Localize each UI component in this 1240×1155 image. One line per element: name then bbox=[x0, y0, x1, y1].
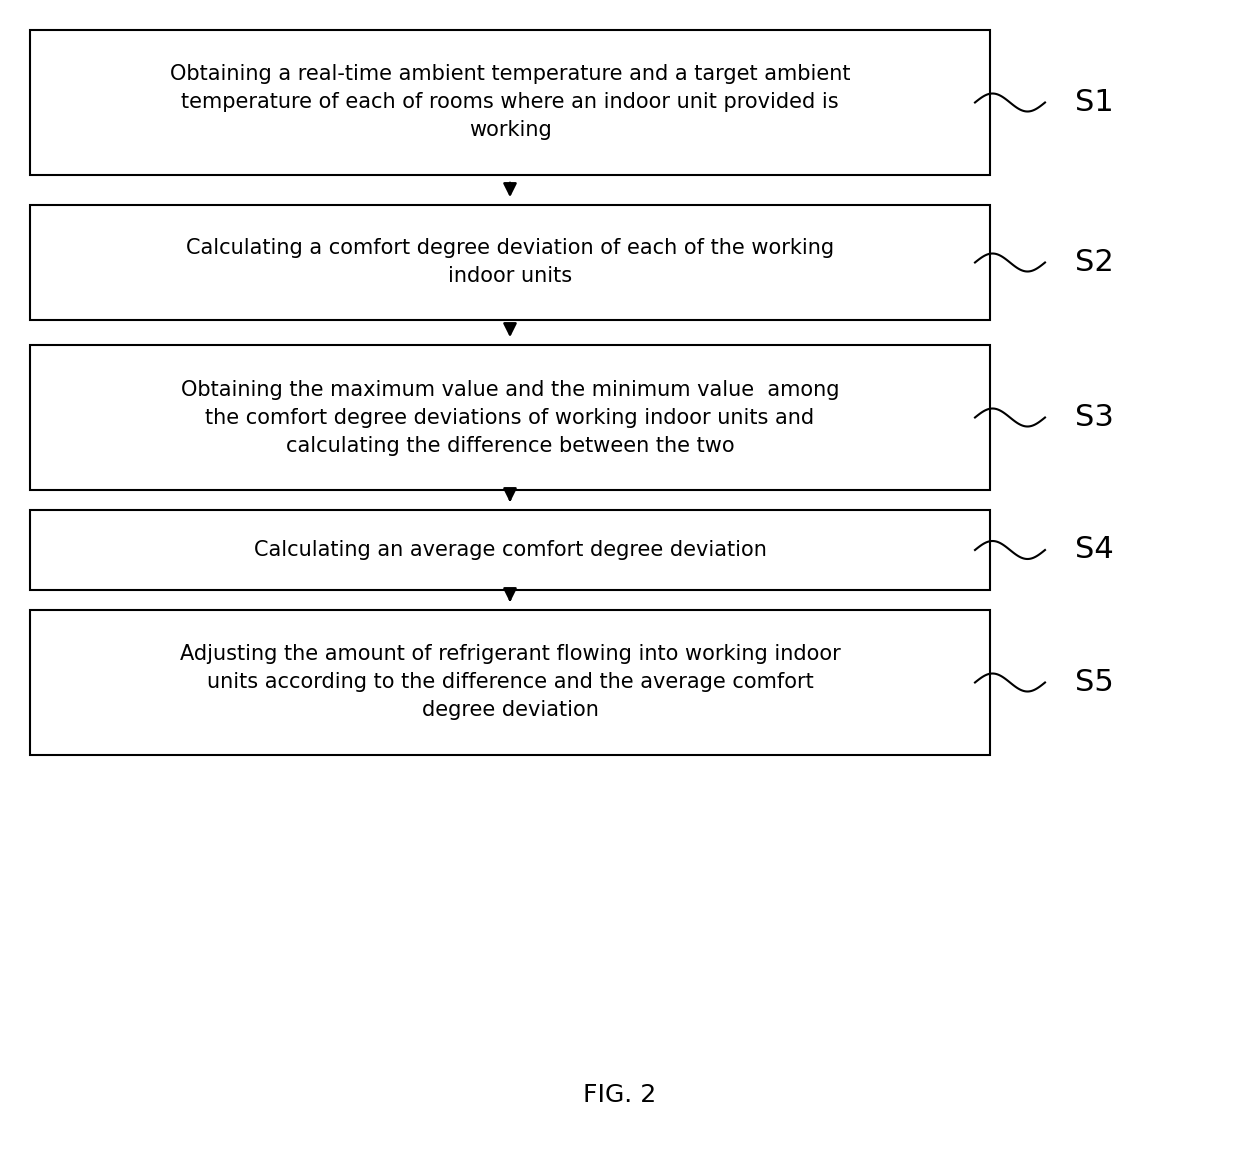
Text: S5: S5 bbox=[1075, 668, 1114, 696]
Text: S4: S4 bbox=[1075, 536, 1114, 565]
Bar bbox=[30, 204, 990, 320]
Text: Obtaining a real-time ambient temperature and a target ambient
temperature of ea: Obtaining a real-time ambient temperatur… bbox=[170, 65, 851, 141]
Text: S3: S3 bbox=[1075, 403, 1114, 432]
Text: Obtaining the maximum value and the minimum value  among
the comfort degree devi: Obtaining the maximum value and the mini… bbox=[181, 380, 839, 455]
Bar bbox=[30, 345, 990, 490]
Text: Calculating a comfort degree deviation of each of the working
indoor units: Calculating a comfort degree deviation o… bbox=[186, 238, 835, 286]
Text: S2: S2 bbox=[1075, 248, 1114, 277]
Text: Adjusting the amount of refrigerant flowing into working indoor
units according : Adjusting the amount of refrigerant flow… bbox=[180, 644, 841, 721]
Bar bbox=[30, 610, 990, 755]
Text: Calculating an average comfort degree deviation: Calculating an average comfort degree de… bbox=[253, 541, 766, 560]
Bar bbox=[30, 511, 990, 590]
Bar bbox=[30, 30, 990, 176]
Text: S1: S1 bbox=[1075, 88, 1114, 117]
Text: FIG. 2: FIG. 2 bbox=[583, 1083, 657, 1106]
